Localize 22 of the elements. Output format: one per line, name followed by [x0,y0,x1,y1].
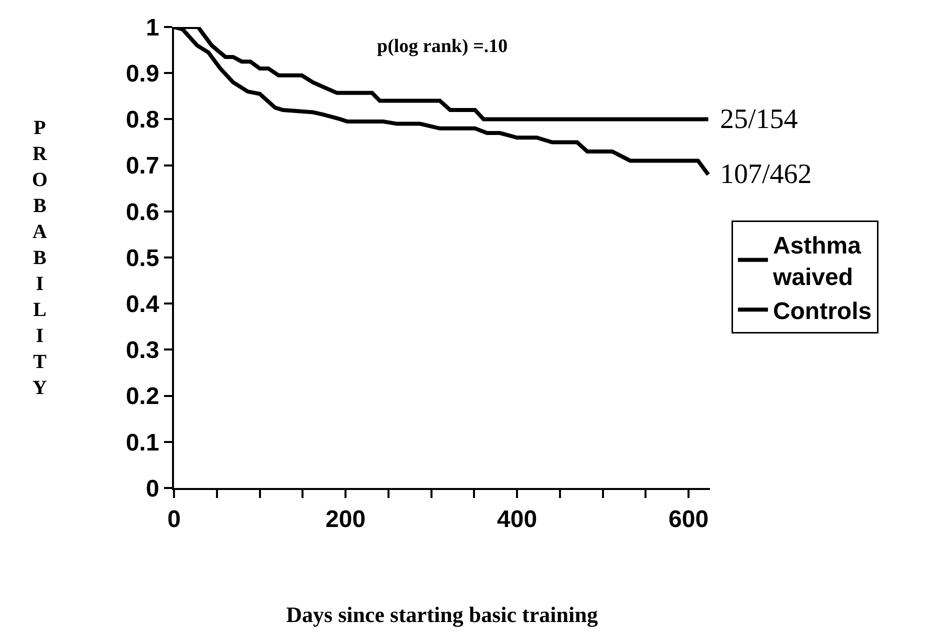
y-tick-label: 0.8 [126,106,160,134]
y-tick-label: 0.3 [126,337,160,364]
x-tick-label: 200 [325,506,366,533]
y-tick-label: 0.4 [126,291,160,318]
y-tick-label: 0.7 [126,152,160,180]
y-tick-label: 0.5 [126,244,160,272]
x-tick-label: 0 [167,506,181,533]
x-tick-label: 400 [497,506,538,533]
text: 25/154 [720,104,798,135]
y-tick-label: 0.6 [126,198,160,226]
text: 107/462 [720,159,812,190]
annotation: p(log rank) =.10 [377,36,508,57]
legend-label: Controls [772,298,872,325]
y-tick-label: 0 [146,475,160,502]
text: PROBABILITY [32,117,48,399]
x-tick-label: 600 [668,506,709,533]
x-axis-title: Days since starting basic training [286,602,598,628]
y-tick-label: 1 [146,14,160,42]
y-tick-label: 0.1 [126,429,160,456]
y-tick-label: 0.9 [126,60,160,88]
y-tick-label: 0.2 [126,383,160,410]
legend-label: Asthma waived [772,232,862,291]
